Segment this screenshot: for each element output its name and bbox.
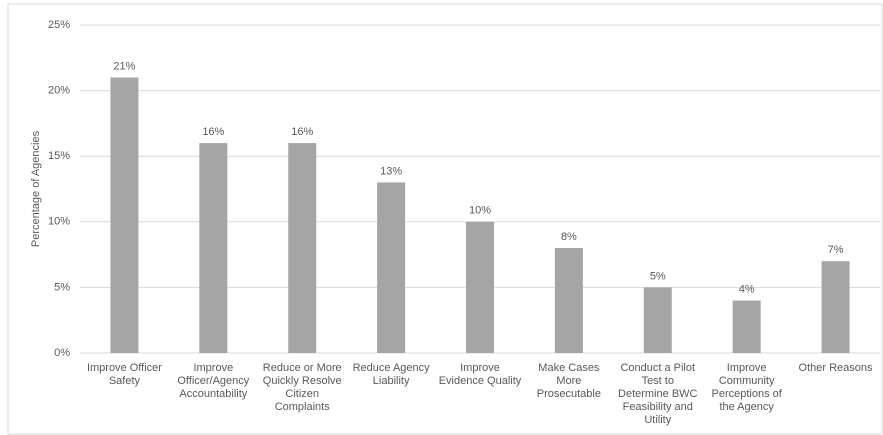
bar [288, 143, 317, 353]
bar [821, 261, 850, 353]
x-tick-label: Improve Community Perceptions of the Age… [711, 362, 782, 413]
data-label: 13% [380, 165, 402, 177]
y-tick-label: 5% [54, 281, 70, 293]
chart-border [7, 3, 883, 435]
bar [110, 77, 139, 353]
x-tick-label: Improve Evidence Quality [438, 362, 522, 387]
data-label: 21% [113, 60, 135, 72]
data-label: 5% [650, 270, 666, 282]
data-label: 10% [469, 205, 491, 217]
data-label: 16% [202, 126, 224, 138]
x-tick-label: Improve Officer/Agency Accountability [177, 362, 250, 400]
bar [466, 221, 494, 353]
data-label: 7% [828, 244, 844, 256]
x-tick-label: Reduce Agency Liability [352, 362, 430, 387]
bar [554, 248, 583, 353]
x-tick-label: Other Reasons [798, 362, 873, 374]
y-tick-label: 15% [48, 150, 70, 162]
data-label: 16% [291, 126, 313, 138]
x-tick-label: Improve Officer Safety [86, 362, 162, 387]
y-tick-label: 0% [54, 347, 70, 359]
bar [643, 287, 672, 353]
bar [199, 143, 228, 353]
y-tick-label: 10% [48, 216, 70, 228]
bar [377, 182, 406, 353]
x-tick-label: Reduce or More Quickly Resolve Citizen C… [262, 362, 342, 413]
data-label: 8% [561, 231, 577, 243]
x-tick-label: Conduct a Pilot Test to Determine BWC Fe… [618, 362, 698, 426]
y-tick-label: 20% [48, 85, 70, 97]
data-label: 4% [739, 283, 755, 295]
y-tick-label: 25% [48, 19, 70, 31]
y-axis-label: Percentage of Agencies [30, 130, 42, 247]
bar [732, 300, 761, 353]
x-tick-label: Make Cases More Prosecutable [536, 362, 601, 400]
